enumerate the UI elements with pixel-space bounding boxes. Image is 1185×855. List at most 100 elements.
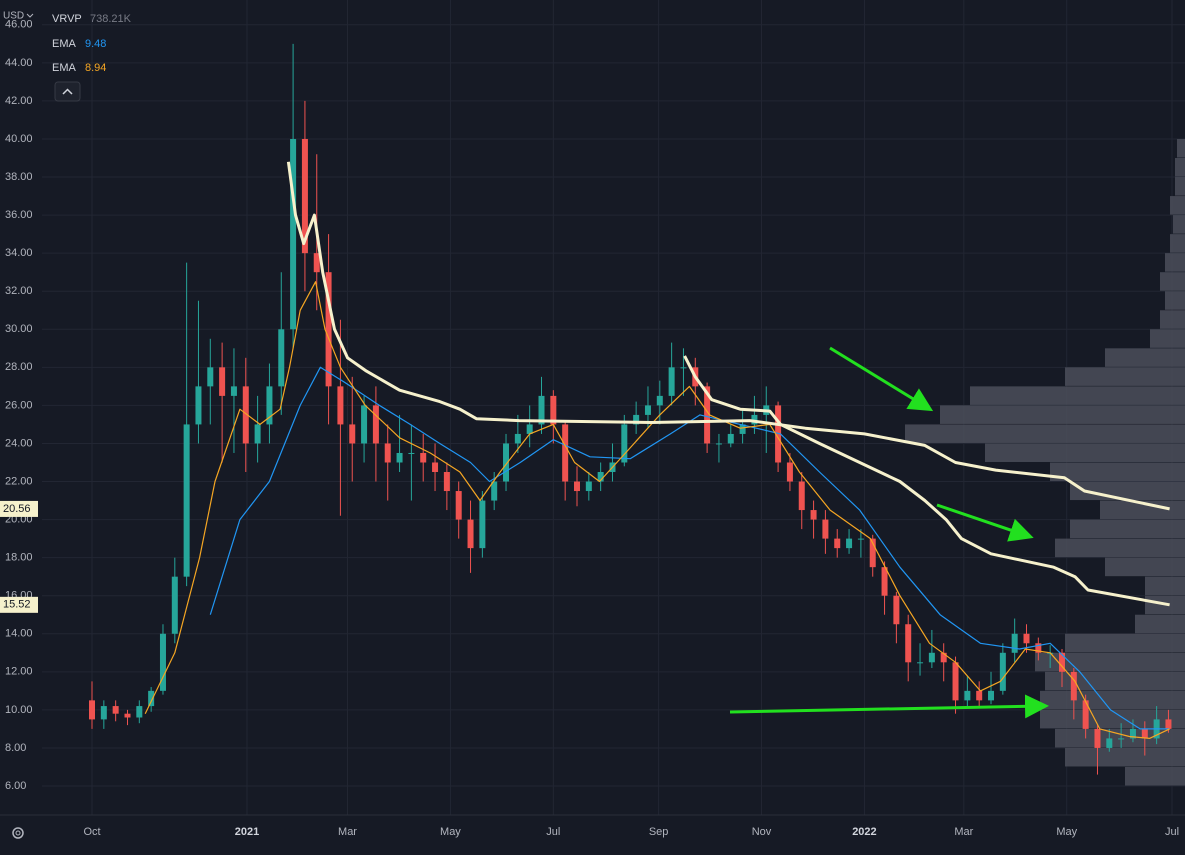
x-tick-label: May [440, 826, 461, 838]
candle-body [550, 395, 557, 425]
candle-body [1141, 728, 1148, 739]
candle-body [420, 452, 427, 463]
profile-bar [1165, 291, 1185, 310]
profile-bar [1105, 557, 1185, 577]
price-tag-label: 20.56 [3, 503, 31, 515]
candle-body [372, 405, 379, 444]
currency[interactable]: USD [3, 11, 24, 22]
candle-body [254, 424, 261, 444]
candle-body [195, 386, 202, 425]
candle-body [668, 367, 675, 396]
x-tick-label: Jul [546, 826, 560, 838]
candle-body [988, 690, 995, 701]
candle-body [940, 652, 947, 663]
profile-bar [1100, 500, 1185, 520]
candle-body [857, 538, 864, 540]
candle-body [976, 690, 983, 701]
candle-body [526, 424, 533, 434]
candle-body [242, 386, 249, 444]
x-tick-label: Mar [338, 826, 357, 838]
candle-body [964, 690, 971, 701]
y-tick-label: 42.00 [5, 95, 33, 107]
candle-body [384, 443, 391, 463]
x-tick-label: 2021 [235, 826, 259, 838]
settings-icon[interactable] [12, 827, 24, 839]
candle-body [786, 462, 793, 482]
profile-bar [1135, 614, 1185, 634]
candle-body [680, 367, 687, 369]
settings-gear[interactable] [12, 827, 24, 839]
annotations [729, 346, 1049, 719]
collapse-button[interactable] [54, 81, 81, 102]
profile-bar [1040, 709, 1185, 729]
candle-body [751, 414, 758, 425]
candle-body [1094, 728, 1101, 748]
candle-body [183, 424, 190, 577]
candle-body [443, 472, 450, 492]
indicator-value: 738.21K [90, 13, 132, 25]
candle-body [952, 662, 959, 701]
candle-body [621, 424, 628, 463]
candle-body [1082, 700, 1089, 729]
price-tag-label: 15.52 [3, 599, 31, 611]
y-tick-label: 8.00 [5, 742, 26, 754]
x-tick-label: May [1056, 826, 1077, 838]
candle-body [503, 443, 510, 482]
candle-body [219, 367, 226, 396]
settings-hub[interactable] [15, 830, 21, 836]
price-tag [0, 500, 38, 517]
y-tick-label: 40.00 [5, 133, 33, 145]
profile-bar [905, 424, 1185, 443]
currency-caret[interactable] [26, 13, 34, 18]
profile-bar [1177, 138, 1185, 158]
collapse-icon[interactable] [62, 88, 73, 95]
profile-bar [1170, 196, 1185, 215]
y-tick-label: 44.00 [5, 57, 33, 69]
y-tick-label: 22.00 [5, 475, 33, 487]
y-tick-label: 18.00 [5, 552, 33, 564]
candle-body [100, 706, 107, 720]
profile-bar [1065, 747, 1185, 767]
candle-body [514, 433, 521, 444]
y-tick-label: 32.00 [5, 285, 33, 297]
profile-bar [1065, 367, 1185, 386]
candle-body [928, 652, 935, 663]
indicator-line [209, 366, 1170, 730]
profile-bar [1145, 576, 1185, 596]
profile-bar [1160, 272, 1185, 291]
candle-body [455, 491, 462, 520]
candle-body [881, 567, 888, 596]
candle-body [538, 395, 545, 425]
y-tick-label: 30.00 [5, 323, 33, 335]
x-tick-label: Sep [649, 826, 669, 838]
y-tick-label: 36.00 [5, 209, 33, 221]
indicator-line [683, 355, 1170, 607]
candle-body [869, 538, 876, 568]
candle-body [1023, 633, 1030, 644]
profile-bar [1105, 348, 1185, 367]
candle-body [704, 386, 711, 444]
profile-bar [1170, 234, 1185, 253]
candle-body [266, 386, 273, 425]
candle-body [171, 576, 178, 634]
x-tick-label: 2022 [852, 826, 876, 838]
legend-value: 9.48 [85, 38, 106, 50]
candle-body [644, 405, 651, 415]
candle-body [727, 433, 734, 444]
indicator-name: VRVP [52, 13, 82, 25]
profile-bar [1175, 177, 1185, 196]
y-tick-label: 6.00 [5, 780, 26, 792]
profile-bar [1065, 633, 1185, 653]
candle-body [739, 424, 746, 434]
candle-body [798, 481, 805, 511]
candle-body [893, 595, 900, 625]
y-tick-label: 14.00 [5, 628, 33, 640]
candle-body [112, 706, 119, 714]
y-tick-label: 38.00 [5, 171, 33, 183]
profile-bar [1055, 728, 1185, 748]
candle-body [159, 633, 166, 691]
profile-bar [1040, 690, 1185, 710]
candle-body [325, 272, 332, 387]
x-tick-label: Jul [1165, 826, 1179, 838]
